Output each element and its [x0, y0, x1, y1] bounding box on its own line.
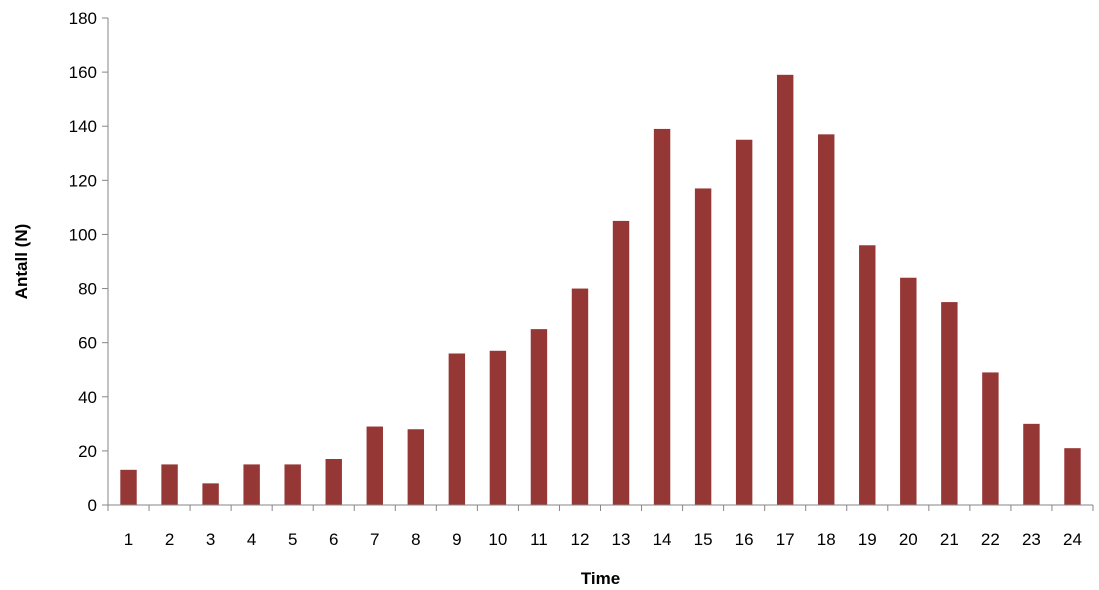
- bar-18: [818, 134, 835, 506]
- bar-14: [653, 128, 671, 505]
- y-tick-label: 100: [69, 225, 97, 244]
- bar-5: [284, 464, 301, 505]
- bar-23: [1023, 423, 1040, 505]
- x-tick-label: 1: [124, 530, 133, 549]
- bar-24: [1064, 448, 1081, 505]
- x-axis-title: Time: [581, 569, 620, 588]
- bar-7: [366, 426, 383, 505]
- bar-1: [120, 469, 137, 505]
- x-tick-label: 19: [858, 530, 877, 549]
- bar-12: [571, 288, 589, 505]
- y-tick-label: 80: [78, 280, 97, 299]
- x-tick-label: 10: [488, 530, 507, 549]
- y-tick-label: 60: [78, 334, 97, 353]
- y-tick-label: 160: [69, 63, 97, 82]
- bar-3: [202, 483, 219, 505]
- bar-6: [325, 459, 342, 505]
- bar-11: [530, 329, 548, 505]
- bar-4: [243, 464, 260, 505]
- y-axis-ticks: 0 20 40 60 80 100 120 140 160 180: [69, 9, 108, 515]
- x-tick-label: 15: [694, 530, 713, 549]
- x-tick-label: 11: [530, 530, 548, 549]
- x-tick-label: 8: [411, 530, 420, 549]
- x-tick-label: 14: [653, 530, 672, 549]
- y-tick-label: 40: [78, 388, 97, 407]
- x-tick-label: 5: [288, 530, 297, 549]
- bar-9: [448, 353, 466, 505]
- x-tick-label: 23: [1022, 530, 1041, 549]
- bar-20: [900, 277, 917, 505]
- y-tick-label: 0: [88, 496, 97, 515]
- x-tick-label: 6: [329, 530, 338, 549]
- bar-2: [161, 464, 178, 505]
- x-tick-label: 18: [817, 530, 836, 549]
- x-tick-label: 12: [571, 530, 590, 549]
- x-tick-label: 9: [452, 530, 461, 549]
- x-tick-label: 2: [165, 530, 174, 549]
- bar-10: [489, 350, 507, 505]
- x-tick-label: 16: [735, 530, 754, 549]
- y-axis-title: Antall (N): [12, 224, 31, 300]
- y-tick-label: 180: [69, 9, 97, 28]
- x-tick-label: 13: [612, 530, 631, 549]
- y-tick-label: 120: [69, 171, 97, 190]
- x-tick-label: 21: [940, 530, 959, 549]
- bar-22: [982, 372, 999, 505]
- x-tick-label: 22: [981, 530, 1000, 549]
- bar-16: [735, 139, 753, 505]
- x-axis-ticks: 1 2 3 4 5 6 7 8 9 10 11 12 13 14 15 16 17 18 19 20 21 22 23 24: [107, 505, 1094, 549]
- x-tick-label: 17: [776, 530, 795, 549]
- x-tick-label: 4: [247, 530, 256, 549]
- x-tick-label: 3: [206, 530, 215, 549]
- x-tick-label: 7: [370, 530, 379, 549]
- bar-17: [776, 74, 794, 506]
- bar-15: [694, 188, 712, 505]
- x-tick-label: 24: [1063, 530, 1082, 549]
- bar-21: [941, 302, 958, 505]
- bar-13: [612, 220, 630, 505]
- bar-8: [407, 429, 425, 505]
- bar-19: [859, 245, 876, 505]
- y-tick-label: 140: [69, 117, 97, 136]
- y-tick-label: 20: [78, 442, 97, 461]
- x-tick-label: 20: [899, 530, 918, 549]
- bars: [120, 74, 1081, 506]
